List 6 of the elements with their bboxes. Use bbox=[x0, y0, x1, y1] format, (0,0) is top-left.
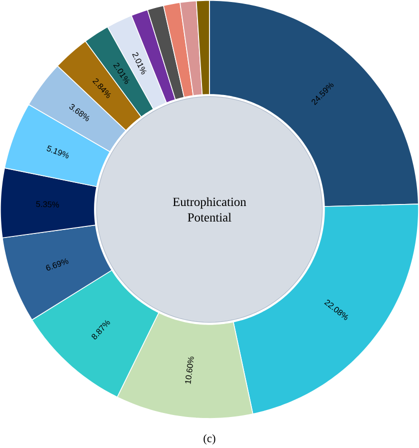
data-label: 5.35% bbox=[36, 201, 59, 208]
data-label: 6.69% bbox=[46, 258, 68, 271]
data-label: 10.60% bbox=[185, 356, 194, 384]
text: Eutrophication Potential bbox=[172, 197, 246, 222]
data-label: 5.19% bbox=[46, 145, 69, 158]
text: (c) bbox=[204, 434, 216, 445]
